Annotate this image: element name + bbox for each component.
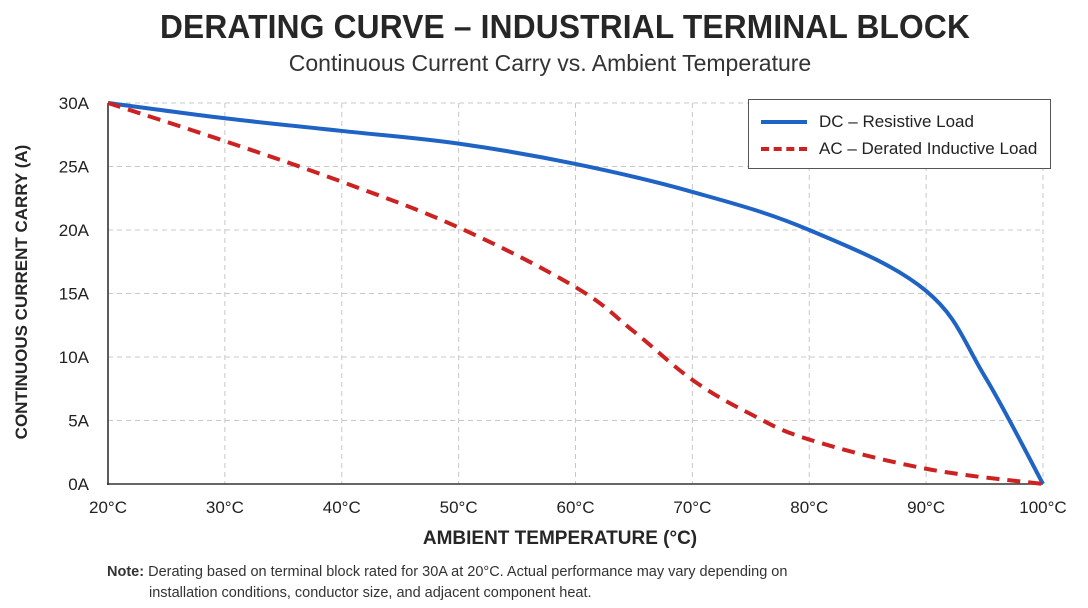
note-label: Note: <box>107 564 145 580</box>
y-tick-label: 0A <box>68 475 89 494</box>
legend: DC – Resistive Load AC – Derated Inducti… <box>748 99 1051 169</box>
note-line-2: installation conditions, conductor size,… <box>149 585 592 601</box>
x-tick-label: 70°C <box>673 498 711 517</box>
y-tick-label: 10A <box>59 348 90 367</box>
legend-swatch-dc <box>761 120 807 124</box>
x-tick-label: 30°C <box>206 498 244 517</box>
x-tick-label: 80°C <box>790 498 828 517</box>
chart-title: DERATING CURVE – INDUSTRIAL TERMINAL BLO… <box>159 8 971 45</box>
y-tick-label: 25A <box>59 158 90 177</box>
legend-label-ac: AC – Derated Inductive Load <box>819 139 1038 158</box>
x-axis-label: AMBIENT TEMPERATURE (°C) <box>422 528 698 549</box>
legend-item-dc: DC – Resistive Load <box>761 111 974 133</box>
legend-label-dc: DC – Resistive Load <box>819 112 974 131</box>
x-tick-label: 60°C <box>557 498 595 517</box>
y-tick-label: 15A <box>59 285 90 304</box>
series-line-dc <box>107 101 1045 485</box>
tick-labels: 20°C 30°C 40°C 50°C 60°C 70°C 80°C 90°C 100°C 0A 5… <box>59 94 1067 517</box>
y-tick-label: 30A <box>59 94 90 113</box>
y-tick-label: 5A <box>68 412 89 431</box>
x-tick-label: 50°C <box>440 498 478 517</box>
note-line-1: Derating based on terminal block rated f… <box>148 564 788 580</box>
legend-item-ac: AC – Derated Inductive Load <box>761 138 1037 160</box>
series-line-ac <box>107 101 1044 486</box>
footnote: Note: Derating based on terminal block r… <box>107 562 867 604</box>
x-tick-label: 40°C <box>323 498 361 517</box>
data-series <box>107 101 1045 486</box>
x-tick-label: 90°C <box>907 498 945 517</box>
y-axis-label: CONTINUOUS CURRENT CARRY (A) <box>12 144 31 440</box>
x-tick-label: 20°C <box>89 498 127 517</box>
y-tick-label: 20A <box>59 221 90 240</box>
chart-subtitle: Continuous Current Carry vs. Ambient Tem… <box>288 50 812 76</box>
legend-swatch-ac <box>761 147 807 151</box>
x-tick-label: 100°C <box>1019 498 1066 517</box>
axes <box>107 103 1043 485</box>
